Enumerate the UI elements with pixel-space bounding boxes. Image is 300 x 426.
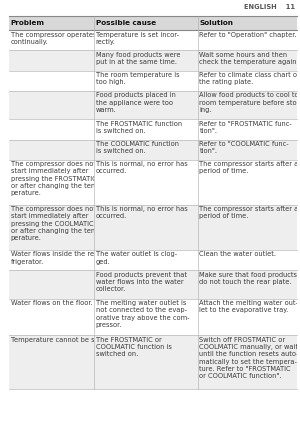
Bar	[9, 71, 297, 91]
Text: Refer to "COOLMATIC func-
tion".: Refer to "COOLMATIC func- tion".	[200, 141, 289, 154]
Text: Food products placed in
the appliance were too
warm.: Food products placed in the appliance we…	[96, 92, 176, 113]
Text: The compressor does not
start immediately after
pressing the COOLMATIC,
or after: The compressor does not start immediatel…	[11, 206, 100, 241]
Text: The melting water outlet is
not connected to the evap-
orative tray above the co: The melting water outlet is not connecte…	[96, 300, 189, 328]
Bar	[9, 160, 297, 205]
Text: Possible cause: Possible cause	[96, 20, 156, 26]
Bar	[9, 299, 297, 335]
Text: The compressor starts after a
period of time.: The compressor starts after a period of …	[200, 161, 299, 174]
Text: Switch off FROSTMATIC or
COOLMATIC manually, or wait
until the function resets a: Switch off FROSTMATIC or COOLMATIC manua…	[200, 337, 299, 379]
Bar	[9, 30, 297, 51]
Text: Allow food products to cool to
room temperature before stor-
ing.: Allow food products to cool to room temp…	[200, 92, 300, 113]
Text: The room temperature is
too high.: The room temperature is too high.	[96, 72, 179, 85]
Text: The FROSTMATIC function
is switched on.: The FROSTMATIC function is switched on.	[96, 121, 182, 134]
Text: The compressor operates
continually.: The compressor operates continually.	[11, 32, 96, 45]
Text: Make sure that food products
do not touch the rear plate.: Make sure that food products do not touc…	[200, 271, 297, 285]
Text: This is normal, no error has
occurred.: This is normal, no error has occurred.	[96, 206, 188, 219]
Bar	[9, 250, 297, 270]
Text: Wait some hours and then
check the temperature again.: Wait some hours and then check the tempe…	[200, 52, 299, 65]
Text: Problem: Problem	[11, 20, 45, 26]
Bar	[9, 270, 297, 299]
Text: Solution: Solution	[200, 20, 233, 26]
Text: Attach the melting water out-
let to the evaporative tray.: Attach the melting water out- let to the…	[200, 300, 298, 313]
Text: Temperature cannot be set.: Temperature cannot be set.	[11, 337, 103, 343]
Text: Water flows inside the re-
frigerator.: Water flows inside the re- frigerator.	[11, 251, 96, 265]
Text: Many food products were
put in at the same time.: Many food products were put in at the sa…	[96, 52, 180, 65]
Text: Water flows on the floor.: Water flows on the floor.	[11, 300, 92, 306]
Text: The FROSTMATIC or
COOLMATIC function is
switched on.: The FROSTMATIC or COOLMATIC function is …	[96, 337, 172, 357]
Bar	[9, 119, 297, 139]
Text: Refer to "Operation" chapter.: Refer to "Operation" chapter.	[200, 32, 297, 38]
Text: The compressor starts after a
period of time.: The compressor starts after a period of …	[200, 206, 299, 219]
Text: Temperature is set incor-
rectly.: Temperature is set incor- rectly.	[96, 32, 179, 45]
Text: Refer to "FROSTMATIC func-
tion".: Refer to "FROSTMATIC func- tion".	[200, 121, 292, 134]
Bar	[9, 139, 297, 160]
Bar	[9, 16, 297, 30]
Bar	[9, 335, 297, 389]
Bar	[9, 205, 297, 250]
Text: The water outlet is clog-
ged.: The water outlet is clog- ged.	[96, 251, 177, 265]
Text: Food products prevent that
water flows into the water
collector.: Food products prevent that water flows i…	[96, 271, 187, 292]
Text: Refer to climate class chart on
the rating plate.: Refer to climate class chart on the rati…	[200, 72, 300, 85]
Bar	[9, 51, 297, 71]
Text: The compressor does not
start immediately after
pressing the FROSTMATIC,
or afte: The compressor does not start immediatel…	[11, 161, 100, 196]
Text: This is normal, no error has
occurred.: This is normal, no error has occurred.	[96, 161, 188, 174]
Text: ENGLISH    11: ENGLISH 11	[244, 4, 296, 10]
Bar	[9, 91, 297, 119]
Text: Clean the water outlet.: Clean the water outlet.	[200, 251, 276, 257]
Text: The COOLMATIC function
is switched on.: The COOLMATIC function is switched on.	[96, 141, 179, 154]
